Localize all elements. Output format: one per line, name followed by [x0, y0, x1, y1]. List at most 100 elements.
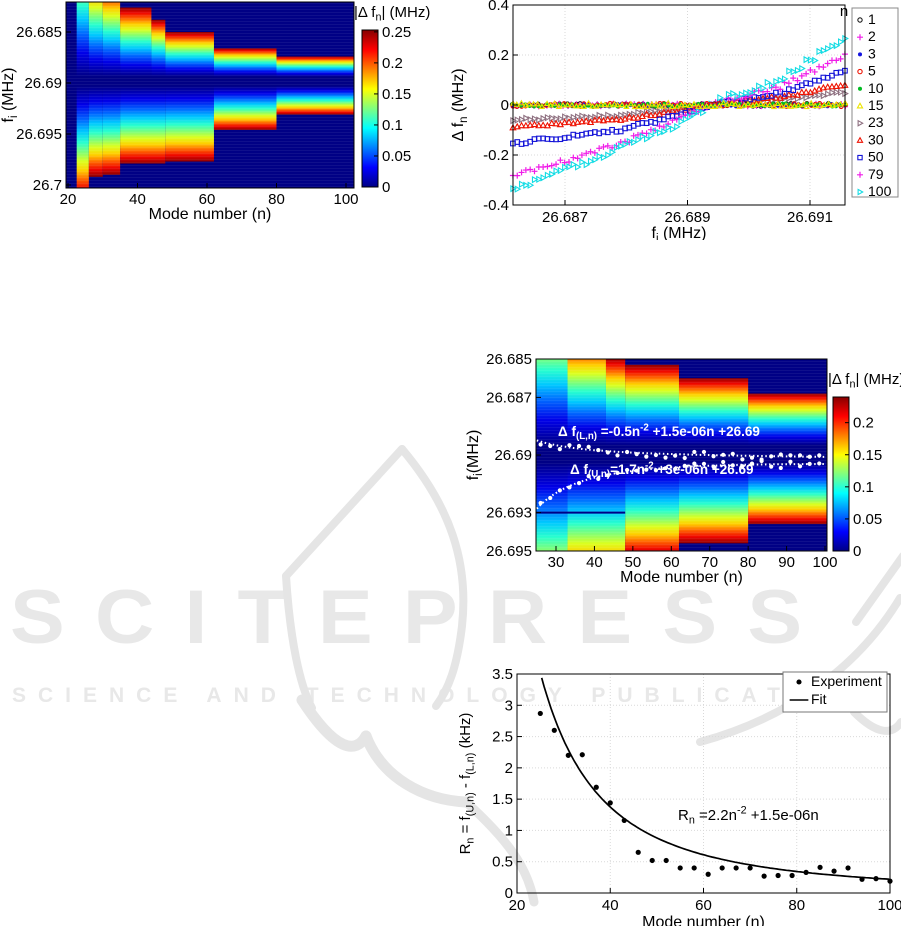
- y-tick-label: 26.685: [486, 351, 532, 368]
- marker-triangle: [856, 102, 864, 109]
- y-tick-label: 26.685: [16, 24, 62, 41]
- marker-triangle: [651, 111, 659, 119]
- marker-triangle: [604, 115, 612, 123]
- lower-branch-fit-marker: [721, 452, 726, 457]
- x-tick-label: 30: [548, 554, 565, 571]
- marker-right-triangle: [639, 132, 647, 140]
- marker-right-triangle: [773, 77, 780, 86]
- marker-plus: [604, 142, 611, 149]
- x-tick-label: 40: [129, 191, 146, 208]
- experiment-point: [705, 871, 711, 877]
- marker-right-triangle: [514, 116, 522, 124]
- marker-triangle: [555, 103, 563, 110]
- upper-branch-fit-marker: [653, 468, 659, 473]
- marker-right-triangle: [678, 117, 686, 126]
- marker-plus: [514, 172, 521, 179]
- colorbar-tick-label: 0.15: [853, 447, 882, 464]
- upper-branch-fit-marker: [673, 466, 678, 472]
- marker-right-triangle: [794, 66, 802, 75]
- legend-title: n: [840, 3, 848, 20]
- marker-triangle: [648, 100, 656, 107]
- colorbar: [362, 30, 378, 187]
- lower-branch-fit-marker: [769, 454, 774, 459]
- lower-branch-fit-marker: [624, 449, 630, 455]
- lower-branch-fit-marker: [576, 443, 582, 449]
- marker-right-triangle: [579, 158, 586, 166]
- marker-right-triangle: [816, 47, 824, 56]
- lower-branch-fit-marker: [673, 453, 678, 458]
- marker-right-triangle: [760, 84, 768, 92]
- marker-triangle: [678, 101, 685, 108]
- marker-triangle: [614, 101, 621, 108]
- marker-triangle: [559, 101, 567, 108]
- marker-right-triangle: [549, 170, 556, 178]
- marker-triangle: [611, 100, 618, 107]
- marker-right-triangle: [527, 115, 535, 124]
- marker-right-triangle: [570, 160, 578, 169]
- experiment-point: [593, 784, 599, 790]
- legend-entry-label: 100: [868, 183, 892, 199]
- lower-branch-fit-marker: [605, 450, 610, 455]
- marker-triangle: [762, 101, 769, 107]
- fit-curve: [540, 677, 890, 881]
- upper-branch-fit-marker: [692, 461, 697, 466]
- marker-circle: [857, 17, 863, 23]
- marker-right-triangle: [829, 88, 837, 97]
- marker-triangle: [736, 103, 743, 109]
- colorbar-tick-label: 0.2: [853, 415, 874, 432]
- marker-triangle: [785, 90, 793, 98]
- marker-right-triangle: [717, 94, 724, 102]
- lower-branch-fit-marker: [548, 443, 553, 449]
- marker-right-triangle: [618, 142, 625, 150]
- marker-triangle: [522, 121, 530, 129]
- marker-right-triangle: [540, 174, 548, 182]
- marker-triangle: [757, 100, 765, 107]
- x-tick-label: 70: [701, 554, 718, 571]
- upper-branch-fit-marker: [644, 467, 649, 472]
- marker-plus: [833, 57, 840, 64]
- marker-right-triangle: [518, 180, 526, 188]
- y-tick-label: 2: [505, 760, 513, 777]
- colorbar-tick-label: 0.05: [853, 511, 882, 528]
- marker-triangle: [642, 110, 651, 117]
- marker-circle: [857, 68, 863, 75]
- lower-branch-fit-marker: [538, 442, 543, 447]
- legend-entry-label: 5: [868, 63, 876, 79]
- x-tick-label: 80: [268, 191, 285, 208]
- marker-plus: [553, 161, 560, 168]
- y-tick-label: 26.69: [24, 75, 62, 92]
- marker-right-triangle: [562, 113, 569, 121]
- colorbar-tick-label: 0.1: [382, 117, 403, 134]
- experiment-point: [719, 865, 725, 871]
- marker-triangle: [543, 100, 551, 107]
- marker-square: [768, 92, 775, 99]
- x-axis-label: Mode number (n): [149, 206, 272, 223]
- marker-triangle: [759, 94, 767, 102]
- upper-branch-fit-marker: [778, 465, 783, 471]
- marker-triangle: [517, 121, 526, 129]
- marker-triangle: [749, 102, 757, 108]
- marker-triangle: [538, 103, 546, 109]
- marker-plus: [583, 150, 590, 157]
- x-tick-label: 60: [663, 554, 680, 571]
- marker-right-triangle: [743, 89, 750, 97]
- marker-triangle: [513, 122, 521, 130]
- marker-triangle: [565, 118, 573, 125]
- experiment-point: [831, 868, 837, 874]
- colorbar-label: |Δ fn| (MHz): [354, 4, 430, 24]
- y-tick-label: 26.69: [494, 447, 532, 464]
- marker-right-triangle: [570, 113, 578, 122]
- marker-triangle: [534, 100, 541, 107]
- legend-entry-label: 30: [868, 131, 884, 147]
- marker-triangle: [552, 119, 560, 127]
- marker-plus: [574, 155, 581, 162]
- marker-right-triangle: [820, 91, 828, 100]
- x-tick-label: 90: [778, 554, 795, 571]
- marker-triangle: [774, 100, 781, 107]
- marker-triangle: [782, 102, 790, 108]
- marker-plus: [837, 55, 844, 62]
- marker-right-triangle: [635, 108, 642, 117]
- bird-swoosh-right: [360, 730, 472, 808]
- upper-branch-fit-marker: [567, 485, 572, 490]
- colorbar-tick-label: 0: [382, 179, 390, 196]
